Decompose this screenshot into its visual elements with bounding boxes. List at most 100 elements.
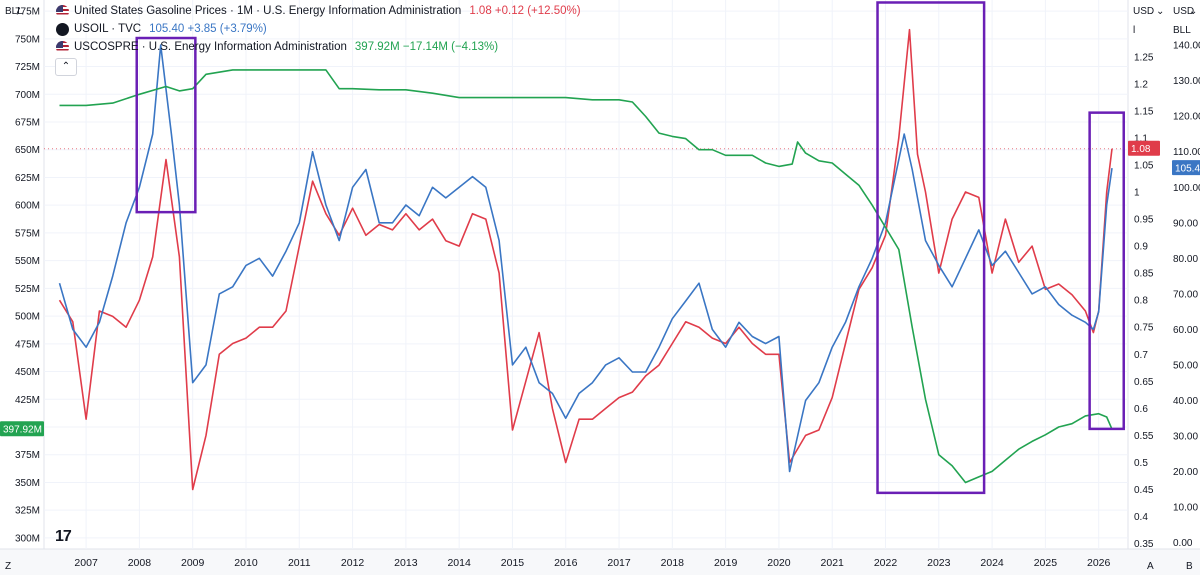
chart-axes: 775M 750M 725M 700M 675M 650M 625M 600M 575M 550M…	[0, 7, 1200, 569]
right-axis-2-tick-label: 70.00	[1173, 289, 1198, 300]
us-flag-icon	[56, 4, 69, 18]
right-axis-1-tick-label: 1.1	[1134, 133, 1148, 144]
scale-button[interactable]: B	[1186, 561, 1193, 572]
right-axis-2-tick-label: 130.00	[1173, 76, 1200, 87]
right-axis-2-tick-label: 120.00	[1173, 112, 1200, 123]
right-axis-1-unit[interactable]: USD	[1133, 6, 1155, 17]
left-axis-tick-label: 475M	[15, 339, 40, 350]
right-axis-1-tick-label: 0.9	[1134, 242, 1148, 253]
time-axis-background	[0, 549, 1200, 575]
right-axis-2-tick-label: 110.00	[1173, 147, 1200, 158]
right-axis-1-tick-label: 0.45	[1134, 485, 1154, 496]
usoil-last-price-label: 105.40	[1175, 164, 1200, 175]
series-line-uscospre	[59, 69, 1113, 484]
auto-scale-button[interactable]: A	[1147, 561, 1154, 572]
chevron-down-icon[interactable]: ⌄	[1189, 6, 1198, 17]
right-axis-1-tick-label: 0.8	[1134, 296, 1148, 307]
right-axis-2-tick-label: 100.00	[1173, 183, 1200, 194]
right-axis-2-tick-label: 50.00	[1173, 360, 1198, 371]
x-axis-tick-label: 2020	[767, 557, 791, 569]
x-axis-tick-label: 2025	[1034, 557, 1058, 569]
left-axis-tick-label: 550M	[15, 256, 40, 267]
x-axis-tick-label: 2013	[394, 557, 418, 569]
right-axis-1-tick-label: 0.65	[1134, 377, 1154, 388]
x-axis-tick-label: 2019	[714, 557, 738, 569]
left-axis-tick-label: 700M	[15, 90, 40, 101]
left-axis-tick-label: 425M	[15, 395, 40, 406]
legend-uscospre-value: 397.92M −17.14M (−4.13%)	[354, 41, 499, 53]
highlight-rectangle	[1088, 111, 1125, 431]
right-axis-2-tick-label: 60.00	[1173, 325, 1198, 336]
right-axis-1-tick-label: 1.2	[1134, 79, 1148, 90]
highlight-rectangles	[135, 1, 1125, 495]
x-axis-tick-label: 2017	[607, 557, 631, 569]
collapse-legend-button[interactable]: ⌃	[55, 58, 77, 76]
right-axis-1-tick-label: 1.05	[1134, 160, 1154, 171]
legend-gasoline[interactable]: United States Gasoline Prices · 1M · U.S…	[56, 3, 581, 19]
right-axis-2-tick-label: 80.00	[1173, 254, 1198, 265]
left-axis-tick-label: 725M	[15, 62, 40, 73]
tradingview-logo[interactable]: 17	[55, 528, 72, 545]
x-axis-tick-label: 2023	[927, 557, 951, 569]
right-axis-1-tick-label: 0.95	[1134, 215, 1154, 226]
left-axis-tick-label: 325M	[15, 506, 40, 517]
x-axis-tick-label: 2015	[501, 557, 525, 569]
right-axis-1-tick-label: 0.75	[1134, 323, 1154, 334]
right-axis-1-tick-label: 0.85	[1134, 269, 1154, 280]
left-axis-tick-label: 450M	[15, 367, 40, 378]
oil-drop-icon	[56, 22, 69, 36]
x-axis-tick-label: 2022	[874, 557, 898, 569]
x-axis-tick-label: 2007	[74, 557, 98, 569]
highlight-rectangle	[876, 1, 986, 495]
legend-gasoline-title: United States Gasoline Prices · 1M · U.S…	[74, 5, 462, 17]
left-axis-tick-label: 375M	[15, 450, 40, 461]
us-flag-icon	[56, 40, 69, 54]
x-axis-tick-label: 2026	[1087, 557, 1111, 569]
right-axis-2-tick-label: 10.00	[1173, 503, 1198, 514]
right-axis-2-tick-label: 20.00	[1173, 467, 1198, 478]
left-axis-tick-label: 625M	[15, 173, 40, 184]
right-axis-1-tick-label: 0.7	[1134, 350, 1148, 361]
x-axis-tick-label: 2021	[821, 557, 845, 569]
right-axis-1-sub: l	[1133, 25, 1136, 36]
left-axis-tick-label: 575M	[15, 228, 40, 239]
right-axis-2-tick-label: 40.00	[1173, 396, 1198, 407]
x-axis-tick-label: 2016	[554, 557, 578, 569]
left-axis-tick-label: 300M	[15, 533, 40, 544]
right-axis-1-tick-label: 0.4	[1134, 512, 1148, 523]
right-axis-1-tick-label: 0.5	[1134, 458, 1148, 469]
x-axis-tick-label: 2014	[447, 557, 471, 569]
chevron-down-icon[interactable]: ⌄	[1156, 6, 1165, 17]
x-axis-tick-label: 2024	[980, 557, 1004, 569]
right-axis-1-tick-label: 1.15	[1134, 106, 1154, 117]
right-axis-1-tick-label: 1	[1134, 188, 1140, 199]
right-axis-1-tick-label: 0.6	[1134, 404, 1148, 415]
x-axis-tick-label: 2018	[661, 557, 685, 569]
legend-usoil[interactable]: USOIL · TVC 105.40 +3.85 (+3.79%)	[56, 21, 267, 37]
left-axis-unit[interactable]: BLL	[5, 6, 23, 17]
gasoline-last-price-label: 1.08	[1131, 144, 1151, 155]
left-axis-tick-label: 500M	[15, 312, 40, 323]
x-axis-tick-label: 2008	[128, 557, 152, 569]
legend-uscospre[interactable]: USCOSPRE · U.S. Energy Information Admin…	[56, 39, 498, 55]
left-axis-tick-label: 650M	[15, 145, 40, 156]
right-axis-2-sub: BLL	[1173, 25, 1191, 36]
timezone-button[interactable]: Z	[5, 561, 12, 572]
x-axis-tick-label: 2010	[234, 557, 258, 569]
legend-usoil-title: USOIL · TVC	[74, 23, 142, 35]
usoil-last-price-label-bg	[1172, 160, 1200, 176]
left-axis-tick-label: 775M	[15, 7, 40, 18]
right-axis-1-tick-label: 1.25	[1134, 52, 1154, 63]
series-line-usoil	[58, 44, 1113, 473]
x-axis-tick-label: 2011	[288, 557, 311, 569]
right-axis-2-tick-label: 0.00	[1173, 538, 1193, 549]
right-axis-2-unit[interactable]: USD	[1173, 6, 1195, 17]
gasoline-last-price-label-bg	[1128, 140, 1160, 156]
right-axis-2-tick-label: 30.00	[1173, 432, 1198, 443]
left-axis-tick-label: 350M	[15, 478, 40, 489]
highlight-rectangle	[135, 36, 197, 214]
legend-uscospre-title: USCOSPRE · U.S. Energy Information Admin…	[74, 41, 347, 53]
x-axis-tick-label: 2012	[341, 557, 365, 569]
